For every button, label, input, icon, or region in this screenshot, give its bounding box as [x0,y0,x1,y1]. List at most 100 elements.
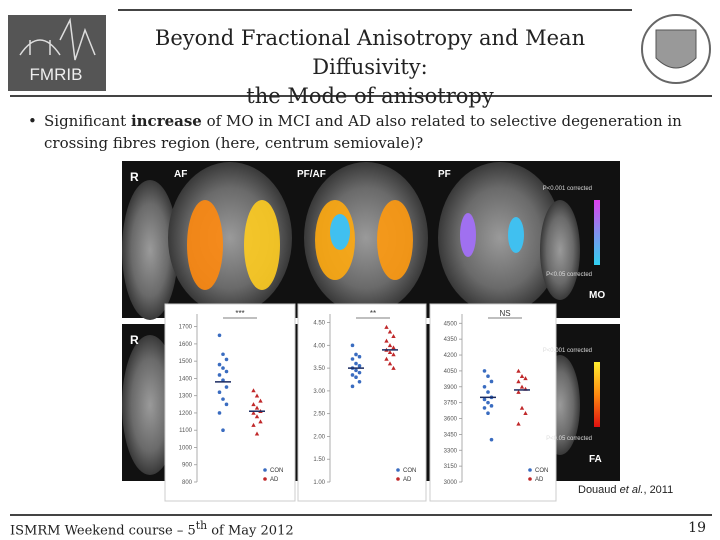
data-point [354,361,358,366]
y-tick-label: 3150 [444,464,458,470]
bullet-dot: • [28,112,37,130]
data-point [391,334,396,339]
legend-label: AD [403,477,412,483]
data-point [489,379,494,384]
data-point [387,349,393,354]
y-tick-label: 4350 [444,337,458,343]
text-run: Significant [44,112,131,130]
y-tick-label: 1.00 [313,480,325,486]
text-run: increase [130,112,202,130]
plot-panel [297,303,427,502]
slide-title: Beyond Fractional Anisotropy and Mean Di… [100,24,640,111]
y-tick-label: 800 [182,480,193,486]
citation: Douaud et al., 2011 [578,484,673,496]
data-point [221,352,225,357]
data-point [217,333,222,338]
y-tick-label: 4.50 [313,321,325,327]
data-point [391,352,396,357]
y-tick-label: 900 [182,463,193,469]
colorbar [594,200,600,265]
y-tick-label: 3300 [444,448,458,454]
y-tick-label: 4.00 [313,343,325,349]
data-point [486,374,490,378]
data-point [482,397,487,402]
legend-label: CON [270,468,283,474]
data-point [254,414,260,419]
plot-panel [429,303,557,502]
data-point [391,365,396,370]
y-tick-label: 1.50 [313,457,325,463]
page-number: 19 [688,520,706,536]
brain-slice [122,335,178,475]
data-point [217,373,222,377]
legend-label: CON [535,468,548,474]
data-point [516,379,521,384]
y-tick-label: 1300 [179,394,193,400]
data-point [224,357,229,362]
data-point [357,364,362,368]
text-run: et al. [619,484,644,496]
colorbar-label: P<0.001 corrected [543,186,592,192]
text-run: Douaud [578,484,620,496]
significance-label: ** [370,309,376,318]
data-point [224,402,229,407]
data-point [482,406,487,410]
data-point [354,375,358,380]
data-point [350,357,355,361]
data-point [217,390,222,395]
y-tick-label: 3.00 [313,389,325,395]
legend-label: CON [403,468,416,474]
legend-swatch [528,477,532,481]
legend-swatch [263,477,267,481]
data-point [523,411,528,416]
y-tick-label: 4500 [444,321,458,327]
side-label: R [130,333,139,347]
y-tick-label: 3600 [444,417,458,423]
logo-fmrib [8,15,106,91]
data-point [357,370,362,375]
data-point [221,366,225,370]
legend-swatch [528,468,532,472]
data-point [482,369,487,373]
data-point [486,400,490,405]
text-run: ISMRM Weekend course – 5 [10,523,196,539]
y-tick-label: 3.50 [313,366,325,372]
colorbar-label: P<0.05 corrected [546,436,592,442]
y-tick-label: 1400 [179,376,193,382]
overlay [508,217,524,253]
text-run: th [195,519,208,532]
significance-label: *** [235,309,244,318]
data-point [251,410,256,415]
data-point [221,378,225,382]
data-point [523,376,528,381]
y-tick-label: 3000 [444,480,458,486]
y-tick-label: 3450 [444,432,458,438]
legend-swatch [396,477,400,481]
data-point [254,431,260,436]
data-point [224,385,229,389]
data-point [384,356,389,361]
data-point [519,384,525,389]
logo-art [19,17,96,61]
data-point [391,345,396,350]
y-tick-label: 1000 [179,445,193,451]
bullet-text: Significant increase of MO in MCI and AD… [44,110,708,154]
overlay [460,213,476,257]
legend-swatch [396,468,400,472]
legend-swatch [263,468,267,472]
brain-slice [438,162,562,314]
data-point [254,405,260,410]
y-tick-label: 1100 [179,428,193,434]
data-point [357,379,362,384]
logo-shield [655,29,697,69]
data-point [489,437,494,442]
overlay [187,200,223,290]
side-label: R [130,170,139,184]
data-point [350,373,355,377]
logo-text: FMRIB [30,65,83,84]
overlay [244,200,280,290]
y-tick-label: 2.00 [313,434,325,440]
data-point [486,411,490,416]
title-line: Beyond Fractional Anisotropy and Mean Di… [154,26,586,79]
